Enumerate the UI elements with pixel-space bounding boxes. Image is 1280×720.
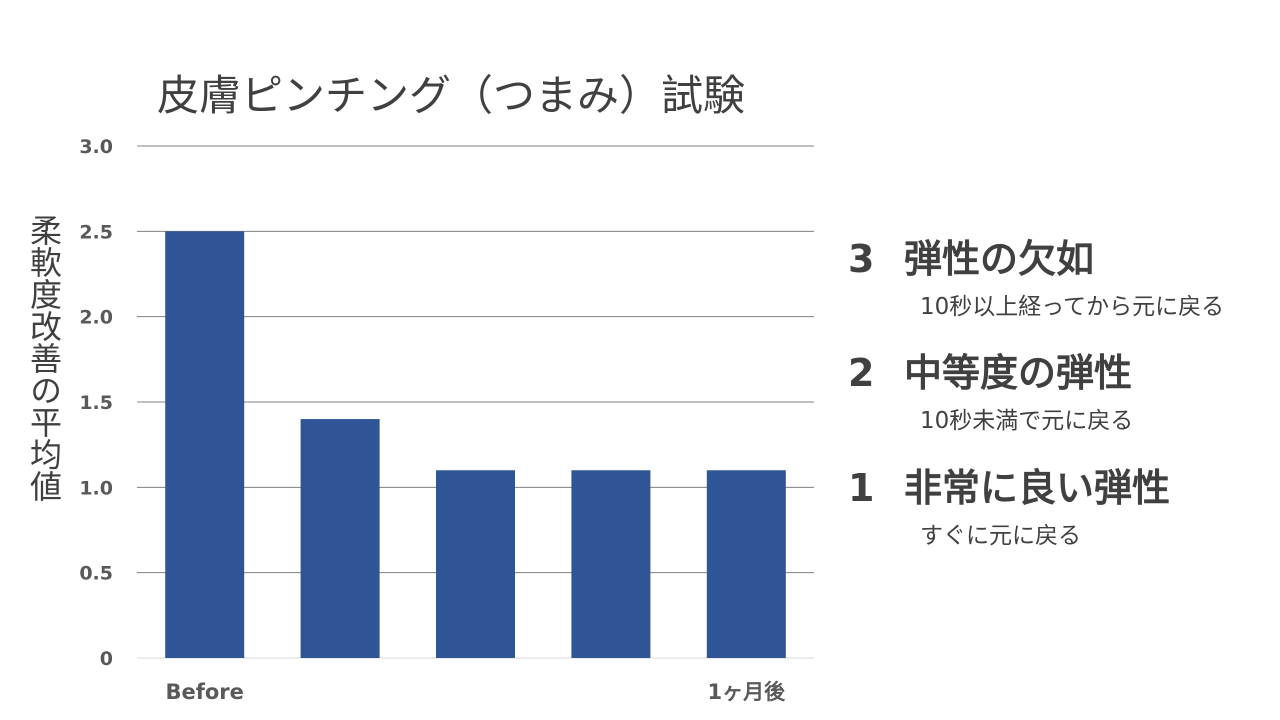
legend-label: 弾性の欠如 <box>904 237 1095 281</box>
legend-score: 2 <box>848 351 875 395</box>
y-tick-label: 2.0 <box>79 307 113 329</box>
y-tick-label: 1.0 <box>79 477 113 499</box>
x-tick-label: 1ヶ月後 <box>707 680 786 704</box>
legend-label: 非常に良い弾性 <box>904 466 1171 510</box>
y-tick-label: 3.0 <box>79 136 113 158</box>
y-tick-label: 2.5 <box>79 221 113 243</box>
legend-score: 3 <box>848 237 875 281</box>
bar <box>706 470 786 658</box>
y-tick-label: 0.5 <box>79 563 113 585</box>
bar <box>571 470 651 658</box>
bar <box>436 470 515 658</box>
legend-item-2: 2 中等度の弾性 10秒未満で元に戻る <box>848 342 1133 435</box>
chart-title: 皮膚ピンチング（つまみ）試験 <box>157 71 746 120</box>
legend-item-3: 3 弾性の欠如 10秒以上経ってから元に戻る <box>848 228 1224 321</box>
bar <box>165 231 245 659</box>
legend-description: 10秒未満で元に戻る <box>920 408 1134 434</box>
legend-score: 1 <box>848 466 875 510</box>
y-tick-label: 1.5 <box>79 392 113 414</box>
x-tick-label: Before <box>165 680 243 704</box>
legend-label: 中等度の弾性 <box>904 351 1133 395</box>
legend-description: 10秒以上経ってから元に戻る <box>920 294 1225 320</box>
y-tick-label: 0 <box>100 648 113 670</box>
bar <box>300 419 380 658</box>
y-axis-label: 柔軟度改善の平均値 <box>25 214 63 502</box>
legend-description: すぐに元に戻る <box>920 523 1081 549</box>
legend-item-1: 1 非常に良い弾性 すぐに元に戻る <box>848 457 1170 550</box>
